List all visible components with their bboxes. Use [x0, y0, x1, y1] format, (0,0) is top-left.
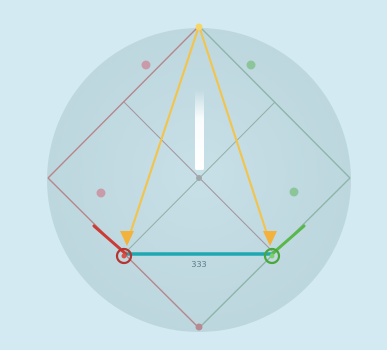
diamond-edge-top-left	[47, 25, 200, 179]
dot-pink-upper	[141, 60, 151, 70]
green-endpoint-ring	[263, 247, 281, 265]
green-vector	[270, 224, 306, 256]
bottom-vertex-point	[195, 323, 203, 331]
dot-green-lower	[289, 187, 299, 197]
top-apex-point	[195, 23, 203, 31]
segment-label: 333	[191, 260, 206, 269]
center-point	[196, 175, 202, 181]
yellow-arrowhead-left	[120, 231, 134, 246]
green-endpoint-core	[269, 253, 275, 259]
red-endpoint-ring	[115, 247, 133, 265]
dot-pink-lower	[96, 188, 106, 198]
red-endpoint-core	[121, 253, 127, 259]
dot-green-upper	[246, 60, 256, 70]
white-vertical-bar	[195, 90, 204, 170]
yellow-arrowhead-right	[263, 231, 277, 246]
yellow-arrows	[126, 25, 271, 244]
